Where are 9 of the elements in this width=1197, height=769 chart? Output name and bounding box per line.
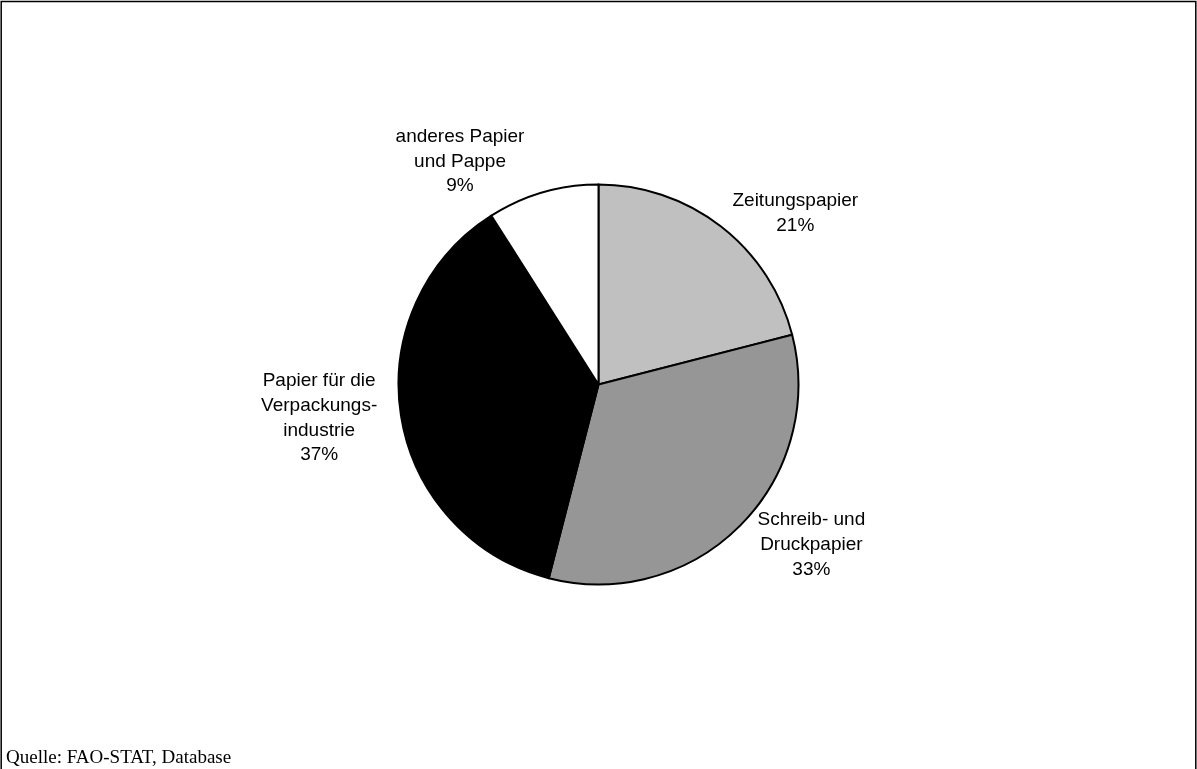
slice-label: anderes Papier und Pappe bbox=[395, 124, 526, 171]
data-label: 33% bbox=[792, 557, 831, 579]
data-label: 37% bbox=[300, 443, 339, 465]
slice-label: Papier für die Verpackungs- industrie bbox=[261, 369, 378, 440]
source-note: Quelle: FAO-STAT, Database bbox=[6, 746, 232, 767]
slice-label: Schreib- und Druckpapier bbox=[757, 508, 866, 554]
slice-label: Zeitungspapier bbox=[732, 189, 859, 211]
data-label: 21% bbox=[776, 214, 815, 236]
data-label: 9% bbox=[446, 174, 474, 196]
